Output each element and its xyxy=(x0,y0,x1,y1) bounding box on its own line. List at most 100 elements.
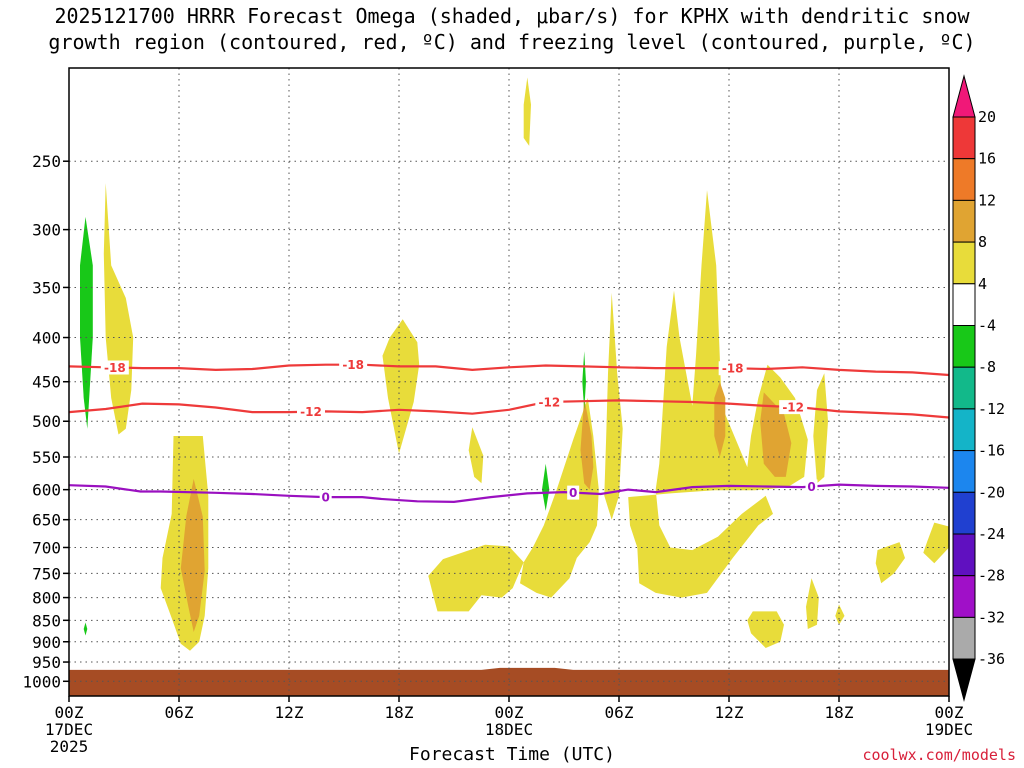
axes: 250 300 350 400 450 500 550 600 650 700 750 800 850 9… xyxy=(22,67,973,756)
omega-region-18 xyxy=(523,77,531,146)
contour-label-bg-2-0 xyxy=(319,490,332,505)
omega-region-13 xyxy=(747,611,784,648)
omega-region-4 xyxy=(468,427,484,484)
y-tick-label-900: 900 xyxy=(32,633,61,652)
omega-region-12 xyxy=(813,373,828,484)
y-tick-label-850: 850 xyxy=(32,611,61,630)
contour-label-bg-1-0 xyxy=(297,404,325,419)
contour-label-1-1: -12 xyxy=(538,395,560,409)
contour-label-bg-0-1 xyxy=(339,357,368,372)
omega-region-6 xyxy=(520,398,599,598)
colorbar-band-8 xyxy=(952,450,976,493)
colorbar-label-5: -4 xyxy=(978,317,996,335)
y-tick-label-350: 350 xyxy=(32,278,61,297)
x-tick-label-0-0: 00Z xyxy=(55,703,84,722)
x-tick-label-42-0: 18Z xyxy=(825,703,854,722)
colorbar-label-9: -20 xyxy=(978,483,1005,501)
x-tick-label-24-1: 18DEC xyxy=(485,720,533,739)
colorbar-band-2 xyxy=(952,199,976,243)
colorbar-label-0: 20 xyxy=(978,108,996,126)
colorbar-band-0 xyxy=(952,116,976,160)
colorbar-band-9 xyxy=(952,491,976,535)
y-tick-label-700: 700 xyxy=(32,538,61,557)
y-tick-label-800: 800 xyxy=(32,589,61,608)
omega-region-22 xyxy=(582,351,586,410)
contour-label-bg-2-1 xyxy=(567,485,580,500)
y-tick-label-250: 250 xyxy=(32,152,61,171)
omega-region-8 xyxy=(604,292,623,520)
contour-label-2-1: 0 xyxy=(569,486,577,500)
colorbar-label-1: 16 xyxy=(978,150,996,168)
omega-region-2 xyxy=(180,478,205,632)
y-tick-label-750: 750 xyxy=(32,564,61,583)
chart-title-line1: 2025121700 HRRR Forecast Omega (shaded, … xyxy=(54,4,970,28)
contour-label-1-2: -12 xyxy=(782,401,804,415)
contour-label-0-2: -18 xyxy=(722,362,744,376)
x-axis-label: Forecast Time (UTC) xyxy=(409,744,615,765)
omega-region-5 xyxy=(428,544,524,612)
contour-label-0-1: -18 xyxy=(342,358,364,372)
colorbar-label-7: -12 xyxy=(978,400,1005,418)
omega-shading xyxy=(80,77,949,651)
x-tick-label-30-0: 06Z xyxy=(605,703,634,722)
colorbar-label-12: -32 xyxy=(978,608,1005,626)
y-tick-label-550: 550 xyxy=(32,448,61,467)
contour-label-bg-2-2 xyxy=(805,479,818,494)
contour-label-2-0: 0 xyxy=(321,491,329,505)
y-tick-label-1000: 1000 xyxy=(22,672,61,691)
omega-region-14 xyxy=(806,578,819,629)
omega-region-3 xyxy=(382,319,420,454)
credit-link[interactable]: coolwx.com/models xyxy=(862,746,1016,764)
y-tick-label-950: 950 xyxy=(32,653,61,672)
x-tick-label-48-1: 19DEC xyxy=(925,720,973,739)
colorbar-top-arrow xyxy=(952,74,976,118)
x-tick-label-18-0: 18Z xyxy=(385,703,414,722)
chart-title-line2: growth region (contoured, red, ºC) and f… xyxy=(48,30,976,54)
grid-lines xyxy=(69,68,949,696)
omega-region-19 xyxy=(80,216,93,429)
contour-label-bg-0-0 xyxy=(100,360,129,375)
y-tick-label-500: 500 xyxy=(32,412,61,431)
y-tick-label-450: 450 xyxy=(32,373,61,392)
colorbar-band-12 xyxy=(952,616,976,660)
omega-region-15 xyxy=(835,604,845,625)
colorbar-label-2: 12 xyxy=(978,191,996,209)
colorbar-label-11: -28 xyxy=(978,567,1005,585)
y-tick-label-300: 300 xyxy=(32,221,61,240)
y-tick-label-400: 400 xyxy=(32,329,61,348)
colorbar-label-10: -24 xyxy=(978,525,1005,543)
contour-line-0 xyxy=(68,363,950,377)
y-tick-label-600: 600 xyxy=(32,481,61,500)
colorbar-band-6 xyxy=(952,366,976,410)
colorbar-label-6: -8 xyxy=(978,358,996,376)
y-tick-label-650: 650 xyxy=(32,511,61,530)
colorbar-band-11 xyxy=(952,575,976,618)
colorbar-band-4 xyxy=(952,283,976,326)
contour-label-bg-1-1 xyxy=(535,394,564,409)
temperature-contours: -18 -18 -18 -12 -12 -12 0 0 0 xyxy=(68,357,950,505)
colorbar-bottom-arrow xyxy=(952,658,976,703)
colorbar-label-4: 4 xyxy=(978,275,987,293)
x-tick-label-0-2: 2025 xyxy=(50,737,89,756)
omega-region-17 xyxy=(923,522,949,564)
terrain-fill xyxy=(69,667,949,696)
colorbar-label-13: -36 xyxy=(978,650,1005,668)
omega-region-10 xyxy=(714,381,726,457)
omega-region-7 xyxy=(580,398,594,490)
contour-label-bg-1-2 xyxy=(779,400,808,415)
omega-region-21 xyxy=(542,463,550,511)
x-tick-label-24-0: 00Z xyxy=(495,703,524,722)
colorbar-band-5 xyxy=(952,325,976,368)
colorbar-band-3 xyxy=(952,241,976,285)
colorbar-label-8: -16 xyxy=(978,442,1005,460)
contour-line-2 xyxy=(68,483,950,504)
contour-label-1-0: -12 xyxy=(300,405,322,419)
contour-label-bg-0-2 xyxy=(718,361,747,376)
contour-label-2-2: 0 xyxy=(807,480,815,494)
colorbar-band-7 xyxy=(952,408,976,452)
terrain-band xyxy=(69,667,949,696)
x-tick-label-12-0: 12Z xyxy=(275,703,304,722)
colorbar: 20 16 12 8 4 -4 -8 -12 -16 -20 -24 -28 -32 -36 xyxy=(952,74,1005,703)
contour-label-0-0: -18 xyxy=(104,361,126,375)
